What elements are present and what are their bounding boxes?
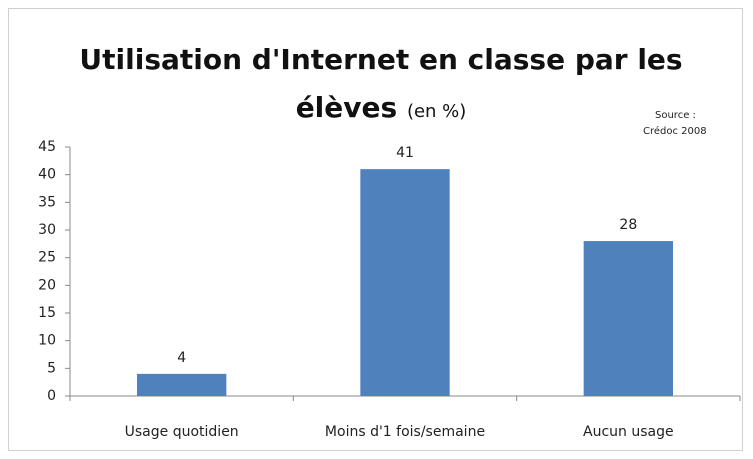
source: Source :	[655, 110, 696, 121]
y-tick-label: 5	[47, 360, 56, 376]
x-tick-label: Usage quotidien	[125, 424, 239, 440]
y-tick-label: 25	[38, 250, 56, 266]
y-tick-label: 15	[38, 305, 56, 321]
chart-subtitle: (en %)	[406, 101, 467, 122]
x-tick-label: Aucun usage	[583, 424, 674, 440]
y-tick-label: 45	[38, 139, 56, 155]
y-tick-label: 35	[38, 194, 56, 210]
y-tick-label: 30	[38, 222, 56, 238]
y-tick-label: 20	[38, 277, 56, 293]
y-tick-label: 0	[47, 388, 56, 404]
x-tick-label: Moins d'1 fois/semaine	[325, 424, 485, 440]
y-tick-label: 40	[38, 167, 56, 183]
data-label: 4	[177, 350, 186, 366]
bar	[137, 373, 227, 396]
data-label: 28	[619, 217, 637, 233]
bar	[360, 169, 450, 396]
chart-frame	[8, 8, 743, 451]
chart-title: Utilisation d'Internet en classe par les…	[79, 43, 683, 124]
chart-title-block: Utilisation d'Internet en classe par les…	[66, 36, 696, 136]
data-label: 41	[396, 145, 414, 161]
source: Crédoc 2008	[643, 125, 707, 137]
bar	[583, 241, 673, 396]
y-tick-label: 10	[38, 333, 56, 349]
